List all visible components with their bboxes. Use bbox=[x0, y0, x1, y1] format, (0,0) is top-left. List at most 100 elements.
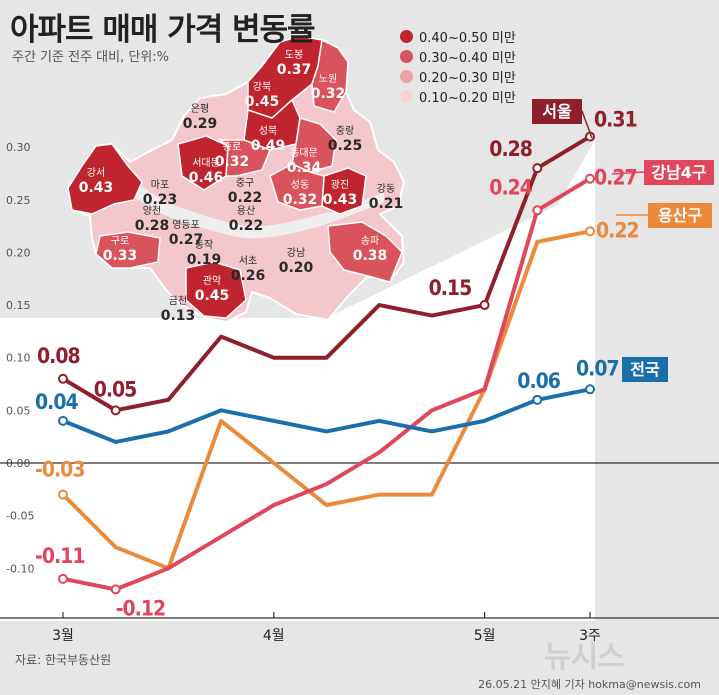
x-tick-label: 3월 bbox=[52, 628, 74, 644]
y-tick-label: 0.25 bbox=[6, 194, 31, 207]
district-value: 0.32 bbox=[283, 192, 318, 208]
data-label: -0.11 bbox=[35, 544, 84, 568]
map-legend-item: 0.40~0.50 미만 bbox=[400, 26, 516, 46]
data-label: 0.15 bbox=[429, 276, 472, 300]
district-songpa bbox=[327, 221, 403, 283]
district-name: 성북 bbox=[259, 125, 277, 137]
district-name: 강북 bbox=[253, 81, 271, 93]
district-name: 서초 bbox=[239, 255, 257, 267]
district-name: 성동 bbox=[291, 179, 309, 191]
district-value: 0.26 bbox=[231, 268, 266, 284]
credit-line: 26.05.21 안지혜 기자 hokma@newsis.com bbox=[478, 678, 701, 691]
district-name: 도봉 bbox=[285, 49, 303, 61]
axis-layer: 0.300.250.200.150.100.050.00-0.05-0.103월… bbox=[0, 141, 719, 644]
data-point bbox=[479, 300, 490, 311]
district-name: 강동 bbox=[377, 183, 395, 195]
y-tick-label: 0.10 bbox=[6, 352, 31, 365]
district-value: 0.32 bbox=[311, 86, 346, 102]
data-label: 0.08 bbox=[37, 344, 80, 368]
data-label: 0.31 bbox=[594, 108, 637, 132]
series-line bbox=[61, 229, 591, 571]
y-tick-label: 0.05 bbox=[6, 404, 31, 417]
district-name: 노원 bbox=[319, 73, 337, 85]
legend-swatch bbox=[400, 29, 413, 43]
legend-label: 0.30~0.40 미만 bbox=[419, 50, 516, 66]
district-label: 구로0.33 bbox=[103, 236, 138, 264]
series-3 bbox=[58, 226, 595, 571]
district-name: 중랑 bbox=[336, 125, 354, 137]
district-name: 서대문 bbox=[192, 157, 220, 169]
district-name: 양천 bbox=[143, 205, 161, 217]
tag-box bbox=[532, 99, 582, 124]
district-label: 성동0.32 bbox=[283, 179, 318, 208]
data-label: 0.07 bbox=[576, 356, 619, 380]
x-tick-label: 5월 bbox=[474, 628, 496, 644]
data-label: 0.22 bbox=[596, 218, 639, 242]
district-label: 강서0.43 bbox=[79, 167, 114, 196]
district-name: 강서 bbox=[87, 167, 105, 179]
y-tick-label: 0.30 bbox=[6, 141, 31, 154]
series-line bbox=[61, 134, 592, 413]
district-label: 도봉0.37 bbox=[277, 49, 312, 78]
y-tick-label: -0.05 bbox=[6, 510, 34, 523]
seoul-district-map bbox=[66, 34, 406, 324]
district-value: 0.45 bbox=[195, 288, 230, 304]
district-value: 0.25 bbox=[328, 138, 363, 154]
series-2 bbox=[58, 173, 595, 595]
district-label: 양천0.28 bbox=[135, 205, 170, 234]
district-name: 영등포 bbox=[172, 219, 200, 231]
district-label: 마포0.23 bbox=[143, 179, 178, 208]
district-name: 종로 bbox=[223, 141, 241, 153]
data-point bbox=[585, 226, 595, 237]
district-value: 0.43 bbox=[323, 192, 358, 208]
district-name: 동대문 bbox=[290, 147, 318, 159]
data-point bbox=[58, 573, 68, 584]
data-point bbox=[585, 173, 595, 184]
data-label: 0.27 bbox=[594, 166, 637, 190]
series-tag: 전국 bbox=[622, 357, 668, 382]
district-guro bbox=[95, 231, 161, 269]
district-value: 0.46 bbox=[189, 170, 224, 186]
district-value: 0.22 bbox=[228, 190, 263, 206]
district-value: 0.43 bbox=[79, 180, 114, 196]
data-point bbox=[532, 163, 543, 174]
district-label: 강남0.20 bbox=[279, 247, 314, 276]
tag-leader bbox=[581, 110, 593, 139]
series-line bbox=[62, 387, 591, 444]
district-label: 용산0.22 bbox=[229, 205, 264, 234]
legend-swatch bbox=[400, 49, 413, 63]
district-name: 마포 bbox=[151, 179, 169, 191]
data-point bbox=[110, 584, 121, 595]
series-tag: 용산구 bbox=[616, 203, 712, 228]
series-tag: 강남4구 bbox=[611, 160, 714, 185]
district-name: 중구 bbox=[236, 177, 254, 189]
district-value: 0.29 bbox=[183, 116, 218, 132]
district-value: 0.28 bbox=[135, 218, 170, 234]
district-label: 중랑0.25 bbox=[328, 125, 363, 154]
data-label: 0.28 bbox=[489, 137, 532, 161]
y-tick-label: -0.10 bbox=[6, 562, 34, 575]
district-jongno bbox=[217, 139, 271, 177]
district-label: 금천0.13 bbox=[161, 295, 196, 324]
newsis-logo: 뉴시스 bbox=[544, 640, 625, 675]
tag-box bbox=[644, 160, 714, 185]
district-label: 성북0.49 bbox=[251, 125, 286, 154]
legend-label: 0.10~0.20 미만 bbox=[419, 90, 516, 106]
district-value: 0.20 bbox=[279, 260, 314, 276]
data-label-layer: 0.08 0.05 0.15 0.28 0.31 -0.11 -0.12 0.24 0.27 -0… bbox=[35, 99, 714, 620]
y-tick-label: 0.15 bbox=[6, 299, 31, 312]
district-name: 동작 bbox=[195, 239, 213, 251]
district-label: 서초0.26 bbox=[231, 255, 266, 284]
data-label: 0.06 bbox=[517, 369, 560, 393]
district-gangseo bbox=[67, 143, 143, 215]
map-legend: 0.40~0.50 미만 0.30~0.40 미만 0.20~0.30 미만 0… bbox=[400, 26, 516, 106]
district-label: 강동0.21 bbox=[369, 183, 404, 212]
district-value: 0.34 bbox=[287, 160, 322, 176]
district-label: 관악0.45 bbox=[195, 275, 230, 304]
district-value: 0.49 bbox=[251, 138, 286, 154]
district-label: 노원0.32 bbox=[311, 73, 346, 102]
